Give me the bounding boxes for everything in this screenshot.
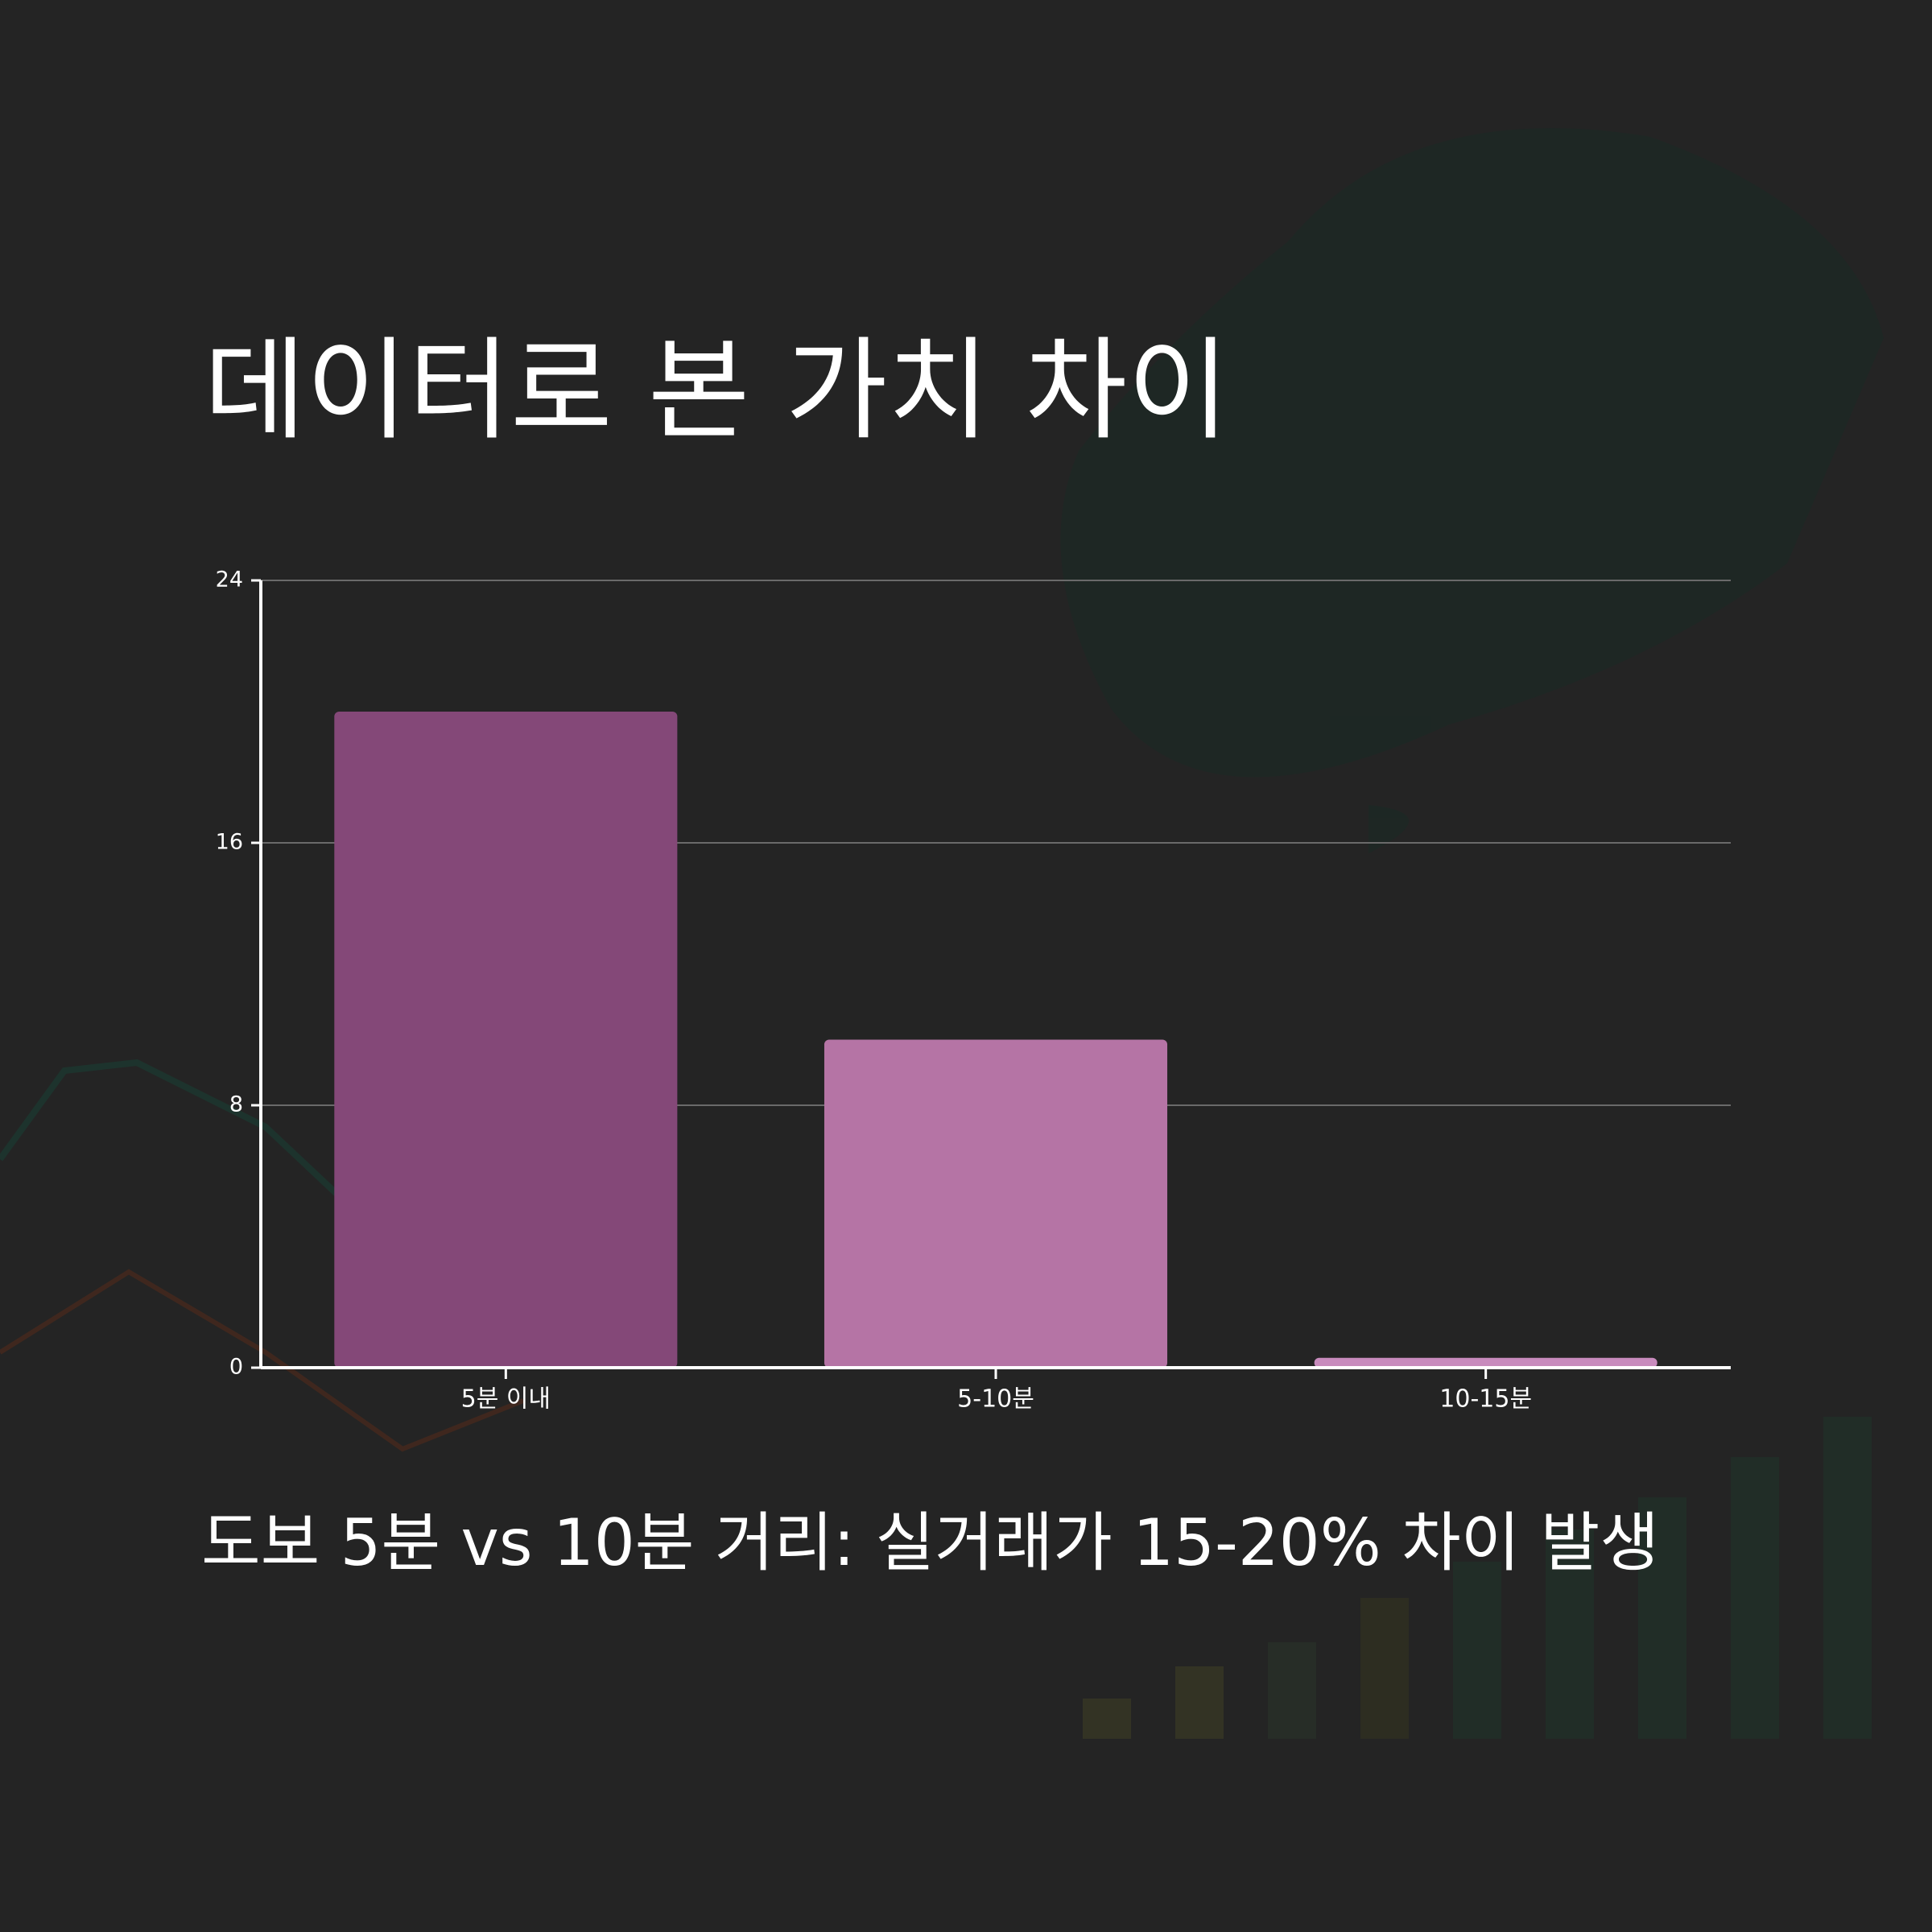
chart-caption: 도보 5분 vs 10분 거리: 실거래가 15-20% 차이 발생: [201, 1505, 1659, 1580]
x-tick-label: 5-10분: [957, 1385, 1034, 1414]
y-tick-label: 24: [216, 568, 243, 592]
bar: [334, 712, 678, 1368]
bar: [824, 1039, 1168, 1368]
y-tick-label: 0: [229, 1355, 243, 1380]
bar: [1314, 1357, 1657, 1368]
y-tick-label: 16: [216, 830, 243, 855]
x-tick-label: 5분 이내: [461, 1385, 551, 1414]
background: [0, 128, 1884, 1739]
y-tick-label: 8: [229, 1092, 243, 1117]
chart-title: 데이터로 본 가치 차이: [204, 326, 1229, 456]
x-tick-label: 10-15분: [1439, 1385, 1532, 1414]
